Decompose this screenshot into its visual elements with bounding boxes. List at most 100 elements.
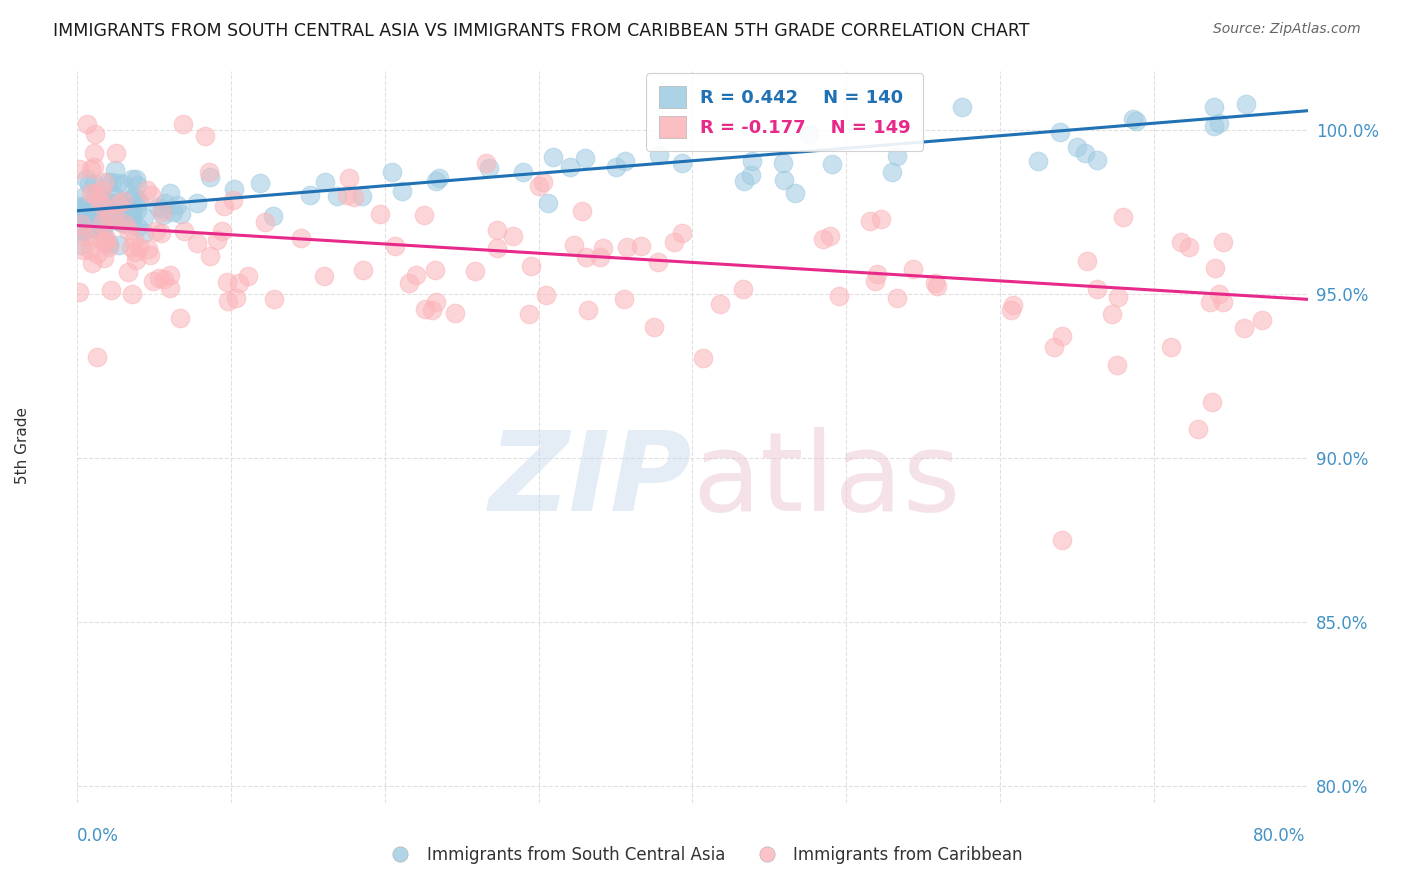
Point bbox=[391, 184, 413, 198]
Point bbox=[112, 217, 135, 231]
Point bbox=[76, 211, 98, 225]
Point bbox=[124, 244, 146, 259]
Point bbox=[198, 165, 221, 179]
Point bbox=[75, 207, 97, 221]
Point bbox=[146, 200, 169, 214]
Point bbox=[813, 232, 835, 246]
Point bbox=[485, 223, 508, 237]
Point bbox=[86, 247, 108, 261]
Point bbox=[73, 229, 96, 244]
Point bbox=[108, 215, 131, 229]
Point bbox=[412, 208, 434, 222]
Point bbox=[1233, 321, 1256, 335]
Point bbox=[83, 201, 105, 215]
Point bbox=[122, 190, 145, 204]
Point bbox=[222, 182, 245, 196]
Point bbox=[1066, 140, 1088, 154]
Point bbox=[87, 195, 110, 210]
Point bbox=[1199, 295, 1222, 310]
Point bbox=[104, 162, 127, 177]
Point bbox=[83, 206, 105, 220]
Point bbox=[520, 259, 543, 273]
Point bbox=[122, 233, 145, 247]
Point bbox=[575, 250, 598, 264]
Point bbox=[86, 203, 108, 218]
Text: 5th Grade: 5th Grade bbox=[15, 408, 30, 484]
Point bbox=[531, 175, 554, 189]
Point bbox=[79, 222, 101, 236]
Point bbox=[262, 209, 284, 223]
Point bbox=[142, 274, 165, 288]
Point bbox=[1002, 298, 1025, 312]
Point bbox=[1101, 307, 1123, 321]
Point bbox=[159, 186, 181, 200]
Point bbox=[162, 204, 184, 219]
Point bbox=[1201, 395, 1223, 409]
Point bbox=[112, 199, 135, 213]
Point bbox=[741, 154, 763, 169]
Text: 0.0%: 0.0% bbox=[77, 827, 120, 845]
Point bbox=[121, 211, 143, 226]
Point bbox=[211, 224, 233, 238]
Point bbox=[1050, 328, 1073, 343]
Point bbox=[863, 273, 886, 287]
Point bbox=[121, 206, 143, 220]
Point bbox=[83, 127, 105, 141]
Point bbox=[98, 240, 121, 254]
Point bbox=[83, 146, 105, 161]
Point bbox=[80, 228, 103, 243]
Point bbox=[574, 151, 596, 165]
Point bbox=[91, 199, 114, 213]
Point bbox=[1204, 119, 1226, 133]
Point bbox=[859, 214, 882, 228]
Point bbox=[336, 188, 359, 202]
Point bbox=[70, 238, 93, 252]
Point bbox=[1251, 313, 1274, 327]
Point bbox=[79, 243, 101, 257]
Point bbox=[125, 171, 148, 186]
Point bbox=[80, 161, 103, 176]
Text: IMMIGRANTS FROM SOUTH CENTRAL ASIA VS IMMIGRANTS FROM CARIBBEAN 5TH GRADE CORREL: IMMIGRANTS FROM SOUTH CENTRAL ASIA VS IM… bbox=[53, 22, 1031, 40]
Point bbox=[425, 174, 447, 188]
Point bbox=[1125, 114, 1147, 128]
Point bbox=[236, 269, 259, 284]
Point bbox=[662, 235, 685, 249]
Point bbox=[605, 160, 627, 174]
Point bbox=[337, 171, 360, 186]
Point bbox=[72, 209, 94, 223]
Point bbox=[326, 188, 349, 202]
Point bbox=[86, 209, 108, 223]
Point bbox=[152, 208, 174, 222]
Point bbox=[772, 156, 794, 170]
Point bbox=[111, 198, 134, 212]
Point bbox=[110, 207, 132, 221]
Point bbox=[731, 282, 754, 296]
Point bbox=[1107, 290, 1129, 304]
Point bbox=[100, 201, 122, 215]
Point bbox=[69, 217, 91, 231]
Point bbox=[97, 176, 120, 190]
Point bbox=[225, 291, 247, 305]
Point bbox=[70, 201, 93, 215]
Point bbox=[90, 197, 112, 211]
Point bbox=[89, 193, 111, 207]
Point bbox=[398, 276, 420, 290]
Point bbox=[159, 281, 181, 295]
Point bbox=[537, 196, 560, 211]
Point bbox=[76, 117, 98, 131]
Point bbox=[93, 175, 115, 189]
Point bbox=[643, 319, 665, 334]
Point bbox=[352, 263, 374, 277]
Point bbox=[108, 214, 131, 228]
Point bbox=[148, 271, 170, 285]
Point bbox=[263, 292, 285, 306]
Point bbox=[1042, 341, 1064, 355]
Point bbox=[84, 208, 107, 222]
Point bbox=[101, 209, 124, 223]
Point bbox=[90, 190, 112, 204]
Text: Source: ZipAtlas.com: Source: ZipAtlas.com bbox=[1213, 22, 1361, 37]
Point bbox=[870, 212, 893, 227]
Point bbox=[125, 253, 148, 268]
Point bbox=[1076, 254, 1098, 268]
Point bbox=[571, 203, 593, 218]
